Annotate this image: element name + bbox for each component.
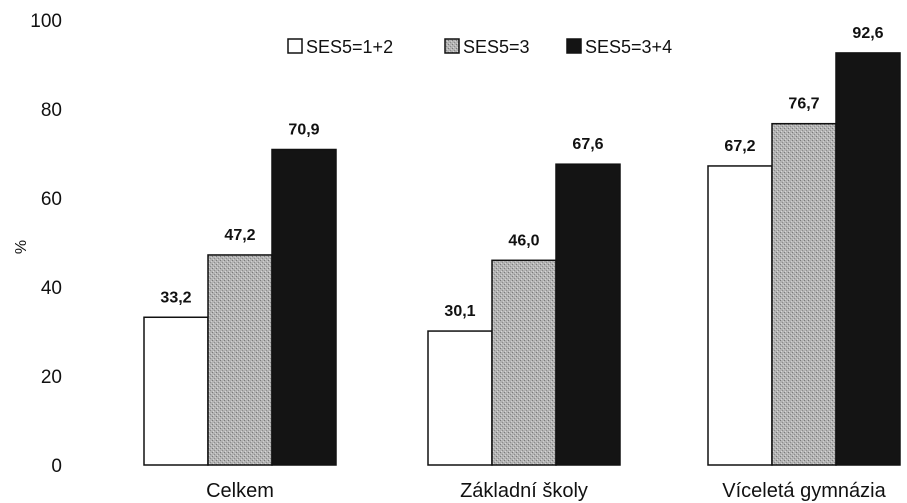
category-labels: Celkem Základní školy Víceletá gymnázia: [206, 480, 886, 502]
data-labels: 33,2 47,2 70,9 30,1 46,0 67,6 67,2 76,7 92,6: [160, 25, 883, 320]
bar-ses5-3-0: [207, 254, 273, 466]
y-tick-label: 40: [41, 278, 62, 299]
x-category-label: Víceletá gymnázia: [722, 480, 886, 502]
data-label: 67,2: [724, 138, 755, 155]
data-label: 33,2: [160, 289, 191, 306]
bar-ses5-3-4-2: [835, 52, 901, 466]
bar-ses5-3-1: [491, 259, 557, 466]
data-label: 47,2: [224, 227, 255, 244]
y-tick-label: 0: [51, 456, 62, 477]
bars: [143, 52, 901, 466]
legend-label: SES5=3: [463, 37, 530, 57]
legend-label: SES5=1+2: [306, 37, 393, 57]
legend-label: SES5=3+4: [585, 37, 672, 57]
legend-swatch: [444, 38, 460, 54]
data-label: 76,7: [788, 96, 819, 113]
y-tick-label: 100: [30, 11, 62, 32]
y-axis-label: %: [13, 240, 30, 254]
y-axis-ticks: 0 20 40 60 80 100: [30, 11, 62, 477]
bar-ses5-3-4-0: [271, 148, 337, 466]
data-label: 46,0: [508, 232, 539, 249]
legend: SES5=1+2 SES5=3 SES5=3+4: [287, 37, 672, 57]
data-label: 67,6: [572, 136, 603, 153]
y-tick-label: 20: [41, 367, 62, 388]
bar-ses5-1-2-1: [427, 330, 493, 466]
x-category-label: Celkem: [206, 480, 274, 502]
bar-ses5-1-2-2: [707, 165, 773, 466]
legend-swatch: [566, 38, 582, 54]
legend-swatch: [287, 38, 303, 54]
data-label: 70,9: [288, 121, 319, 138]
bar-ses5-3-2: [771, 122, 837, 466]
data-label: 30,1: [444, 303, 475, 320]
bar-ses5-3-4-1: [555, 163, 621, 466]
y-tick-label: 80: [41, 100, 62, 121]
bar-ses5-1-2-0: [143, 316, 209, 466]
x-category-label: Základní školy: [460, 480, 588, 502]
y-tick-label: 60: [41, 189, 62, 210]
data-label: 92,6: [852, 25, 883, 42]
